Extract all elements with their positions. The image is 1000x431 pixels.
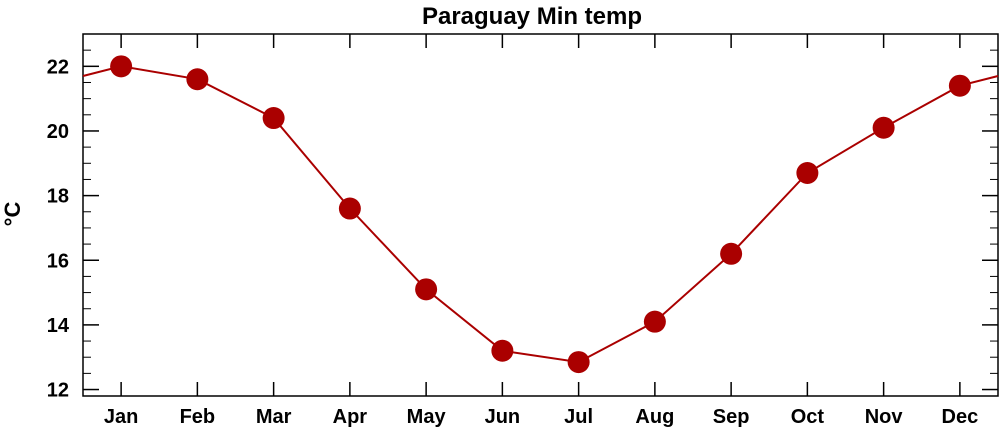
y-tick-label: 18 <box>47 186 69 208</box>
plot-area-frame <box>82 33 999 397</box>
x-tick-label: Oct <box>791 406 825 428</box>
x-tick-label: Jul <box>564 406 593 428</box>
data-point-apr <box>338 197 361 220</box>
data-point-jun <box>491 339 514 362</box>
data-point-dec <box>948 74 971 97</box>
data-point-feb <box>186 68 209 91</box>
y-axis-tick-labels: 12 14 16 18 20 22 <box>47 56 70 401</box>
x-tick-label: Apr <box>333 406 368 428</box>
axis-ticks <box>83 34 998 396</box>
y-tick-label: 14 <box>47 315 70 337</box>
data-point-nov <box>872 116 895 139</box>
data-points <box>110 55 971 374</box>
x-tick-label: Nov <box>865 406 904 428</box>
y-tick-label: 12 <box>47 380 69 402</box>
data-point-may <box>415 278 438 301</box>
chart-title: Paraguay Min temp <box>422 3 642 30</box>
y-tick-label: 16 <box>47 250 69 272</box>
x-tick-label: May <box>407 406 447 428</box>
x-tick-label: Dec <box>942 406 979 428</box>
x-axis-tick-labels: Jan Feb Mar Apr May Jun Jul Aug Sep Oct Nov Dec <box>104 406 978 428</box>
y-tick-label: 22 <box>47 56 69 78</box>
x-tick-label: Feb <box>180 406 216 428</box>
series-line <box>82 65 999 364</box>
x-tick-label: Sep <box>713 406 750 428</box>
data-point-jan <box>110 55 133 78</box>
x-tick-label: Aug <box>635 406 674 428</box>
data-point-sep <box>720 242 743 265</box>
y-axis-label: °C <box>0 202 25 227</box>
data-point-aug <box>643 310 666 333</box>
x-tick-label: Jan <box>104 406 138 428</box>
data-point-oct <box>796 161 819 184</box>
x-tick-label: Jun <box>485 406 521 428</box>
series-polyline <box>82 65 999 364</box>
x-tick-label: Mar <box>256 406 292 428</box>
data-point-jul <box>567 351 590 374</box>
y-tick-label: 20 <box>47 121 69 143</box>
data-point-mar <box>262 107 285 130</box>
